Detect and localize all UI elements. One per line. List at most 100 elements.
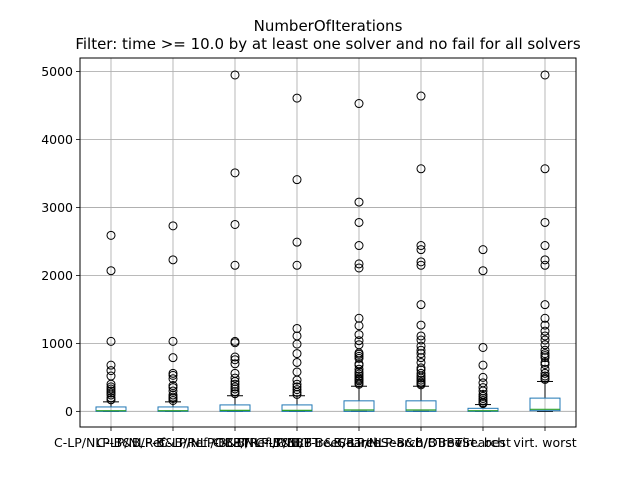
grid-layer	[80, 58, 576, 427]
iqr-box	[405, 400, 437, 412]
outlier-point	[106, 395, 116, 405]
outlier-point	[540, 340, 550, 350]
box-group	[95, 230, 127, 412]
outlier-point	[230, 338, 240, 348]
box-group	[219, 70, 251, 412]
outlier-point	[230, 352, 240, 362]
outlier-point	[478, 266, 488, 276]
outlier-point	[168, 370, 178, 380]
outlier-point	[106, 390, 116, 400]
outlier-point	[354, 313, 364, 323]
outlier-point	[478, 245, 488, 255]
y-tick-label: 3000	[41, 200, 73, 215]
outlier-point	[416, 260, 426, 270]
outlier-point	[540, 255, 550, 265]
outlier-point	[540, 335, 550, 345]
outlier-point	[478, 342, 488, 352]
outlier-point	[416, 257, 426, 267]
axis-layer: 010002000300040005000C-LP/NLP-B&B/Ref.C-…	[41, 57, 577, 450]
outlier-point	[168, 336, 178, 346]
iqr-box	[281, 404, 313, 412]
outlier-point	[168, 374, 178, 384]
outlier-point	[540, 374, 550, 384]
iqr-box	[529, 397, 561, 412]
outlier-point	[354, 364, 364, 374]
box-group	[343, 99, 375, 412]
outlier-point	[230, 260, 240, 270]
outlier-point	[106, 379, 116, 389]
outlier-point	[416, 300, 426, 310]
outlier-point	[292, 357, 302, 367]
outlier-point	[354, 321, 364, 331]
iqr-box	[467, 407, 499, 412]
outlier-point	[416, 320, 426, 330]
outlier-point	[416, 357, 426, 367]
outlier-point	[354, 379, 364, 389]
outlier-point	[106, 366, 116, 376]
outlier-point	[168, 221, 178, 231]
outlier-point	[354, 330, 364, 340]
outlier-point	[416, 380, 426, 390]
outlier-point	[478, 360, 488, 370]
outlier-point	[292, 260, 302, 270]
outlier-point	[540, 320, 550, 330]
outlier-point	[292, 382, 302, 392]
outlier-point	[106, 266, 116, 276]
outlier-point	[292, 349, 302, 359]
x-tick-label: C-LP/NLP-B&B/BTreeSearch	[213, 435, 381, 450]
outlier-point	[292, 375, 302, 385]
outlier-point	[354, 217, 364, 227]
x-tick-label: virt. best	[455, 435, 511, 450]
outlier-point	[540, 353, 550, 363]
outlier-point	[354, 353, 364, 363]
outlier-point	[354, 336, 364, 346]
outlier-point	[478, 386, 488, 396]
outlier-point	[230, 70, 240, 80]
outlier-point	[540, 326, 550, 336]
outlier-point	[478, 372, 488, 382]
outlier-point	[230, 376, 240, 386]
x-tick-label: C-LP/NLP-B&B/BTreeSearch/OBBT	[255, 435, 462, 450]
outlier-point	[354, 197, 364, 207]
outlier-point	[292, 389, 302, 399]
outlier-point	[540, 368, 550, 378]
x-tick-label: C-LP/NLP-B&B/Ref./OBBT	[159, 435, 312, 450]
outlier-point	[230, 389, 240, 399]
outlier-point	[540, 217, 550, 227]
outlier-point	[168, 383, 178, 393]
y-tick-label: 2000	[41, 268, 73, 283]
y-tick-label: 1000	[41, 336, 73, 351]
outlier-point	[416, 349, 426, 359]
outlier-point	[106, 360, 116, 370]
box-group	[281, 93, 313, 412]
outlier-point	[230, 373, 240, 383]
x-tick-label: C-LP/NLP-B&B/Ref.	[54, 435, 168, 450]
plot-frame	[79, 57, 577, 428]
outlier-point	[292, 175, 302, 185]
iqr-box	[157, 406, 189, 412]
outlier-point	[540, 364, 550, 374]
outlier-point	[540, 331, 550, 341]
outlier-point	[478, 383, 488, 393]
outlier-point	[168, 395, 178, 405]
box-layer	[95, 70, 561, 412]
outlier-point	[168, 353, 178, 363]
outlier-point	[416, 91, 426, 101]
y-tick-label: 5000	[41, 64, 73, 79]
outlier-point	[478, 399, 488, 409]
box-group	[405, 91, 437, 412]
outlier-point	[106, 230, 116, 240]
outlier-point	[292, 93, 302, 103]
outlier-point	[416, 345, 426, 355]
outlier-point	[354, 360, 364, 370]
outlier-point	[540, 164, 550, 174]
iqr-box	[343, 400, 375, 412]
outlier-point	[416, 331, 426, 341]
outlier-point	[540, 260, 550, 270]
outlier-point	[230, 355, 240, 365]
outlier-point	[416, 245, 426, 255]
outlier-point	[354, 259, 364, 269]
outlier-point	[106, 336, 116, 346]
outlier-point	[354, 99, 364, 109]
